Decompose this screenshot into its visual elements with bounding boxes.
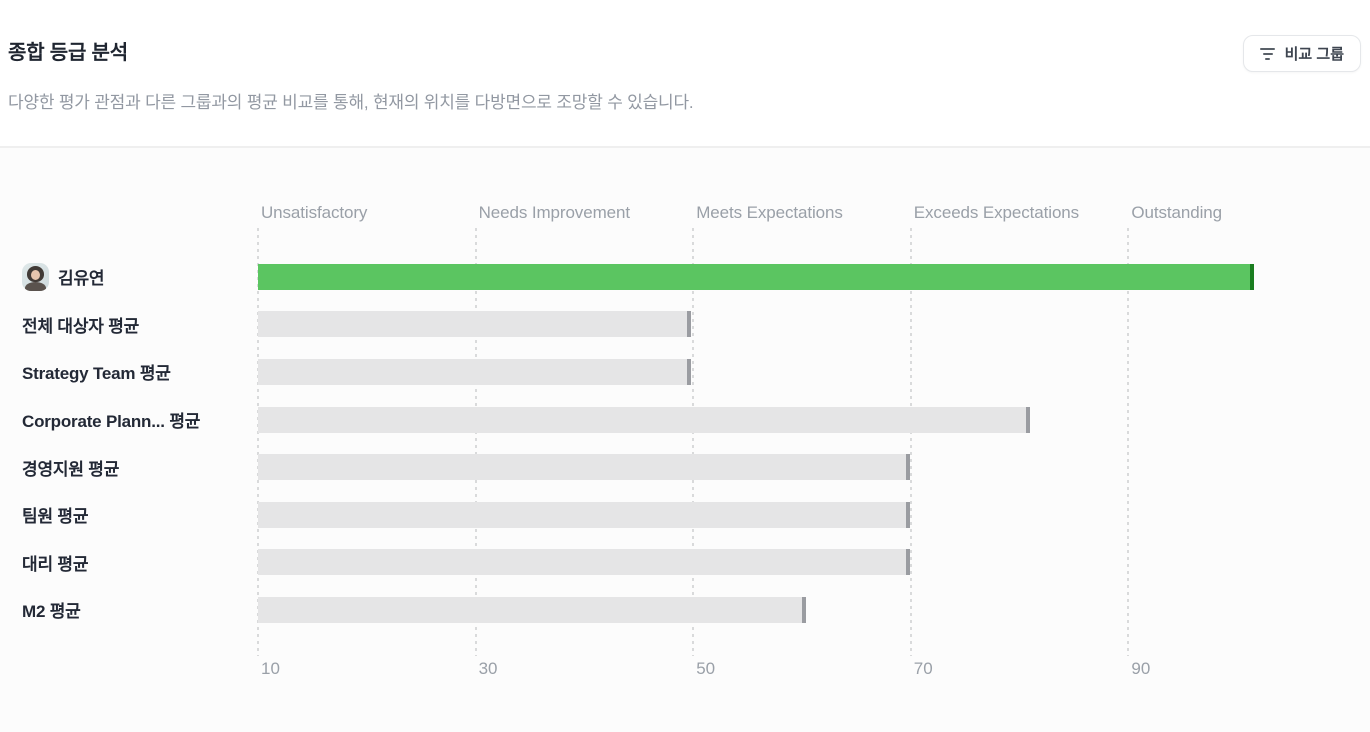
grade-band-label-needs-improvement: Needs Improvement xyxy=(478,203,630,222)
grade-comparison-chart: Unsatisfactory Needs Improvement Meets E… xyxy=(0,148,1370,732)
axis-tick-90: 90 xyxy=(1131,659,1151,678)
bar-cap xyxy=(802,596,807,623)
row-label-m2-average: M2 평균 xyxy=(22,602,81,622)
bar-cap xyxy=(687,358,692,385)
row-label-strategy-team-average: Strategy Team 평균 xyxy=(22,364,171,384)
bar-cap xyxy=(905,454,910,481)
gridline-90 xyxy=(1127,228,1130,656)
gridline-30 xyxy=(474,228,477,656)
header-divider xyxy=(0,146,1370,148)
chart-row: M2 평균 xyxy=(0,586,1370,634)
compare-group-button-label: 비교 그룹 xyxy=(1284,46,1344,63)
bar-m2-daeri-average xyxy=(258,549,910,576)
axis-tick-50: 50 xyxy=(696,659,716,678)
page-subtitle: 다양한 평가 관점과 다른 그룹과의 평균 비교를 통해, 현재의 위치를 다방… xyxy=(8,93,694,112)
bar-team-member-average xyxy=(258,501,910,528)
avatar xyxy=(22,262,49,291)
compare-group-button[interactable]: 비교 그룹 xyxy=(1242,35,1361,72)
bar-corporate-planning-average xyxy=(258,406,1031,433)
row-label-daeri-average: 대리 평균 xyxy=(22,554,89,574)
filter-lines-icon xyxy=(1260,47,1276,60)
grade-band-label-unsatisfactory: Unsatisfactory xyxy=(261,203,368,222)
bar-management-support-average xyxy=(258,454,910,481)
chart-row: 팀원 평균 xyxy=(0,491,1370,539)
row-label-text: 김유연 xyxy=(58,269,105,289)
chart-row: 전체 대상자 평균 xyxy=(0,301,1370,349)
grade-band-label-meets-expectations: Meets Expectations xyxy=(696,203,843,222)
bar-cap xyxy=(905,501,910,528)
axis-tick-30: 30 xyxy=(478,659,498,678)
grade-band-label-outstanding: Outstanding xyxy=(1131,203,1222,222)
row-label-management-support-average: 경영지원 평균 xyxy=(22,459,120,479)
bar-kim-yuyeon xyxy=(258,263,1254,290)
gridline-50 xyxy=(692,228,695,656)
axis-tick-70: 70 xyxy=(913,659,933,678)
chart-row: 경영지원 평균 xyxy=(0,443,1370,491)
axis-tick-10: 10 xyxy=(261,659,280,678)
bar-cap xyxy=(687,311,692,338)
chart-row: Strategy Team 평균 xyxy=(0,348,1370,396)
bar-m2-average xyxy=(258,596,807,623)
row-label-team-member-average: 팀원 평균 xyxy=(22,507,89,527)
bar-cap xyxy=(905,549,910,576)
gridline-10 xyxy=(257,228,259,656)
bar-cap xyxy=(1026,406,1031,433)
row-label-corporate-planning-average: Corporate Plann... 평균 xyxy=(22,412,201,432)
chart-row: Corporate Plann... 평균 xyxy=(0,396,1370,444)
row-label-kim-yuyeon: 김유연 xyxy=(22,262,105,291)
bar-cap xyxy=(1249,263,1254,290)
chart-row: 김유연 xyxy=(0,253,1370,301)
bar-strategy-team-average xyxy=(258,358,692,385)
row-label-all-subjects-average: 전체 대상자 평균 xyxy=(22,316,140,336)
page-title: 종합 등급 분석 xyxy=(8,42,128,64)
gridline-70 xyxy=(909,228,912,656)
bar-all-subjects-average xyxy=(258,311,692,338)
grade-band-label-exceeds-expectations: Exceeds Expectations xyxy=(913,203,1080,222)
chart-row: 대리 평균 xyxy=(0,539,1370,587)
